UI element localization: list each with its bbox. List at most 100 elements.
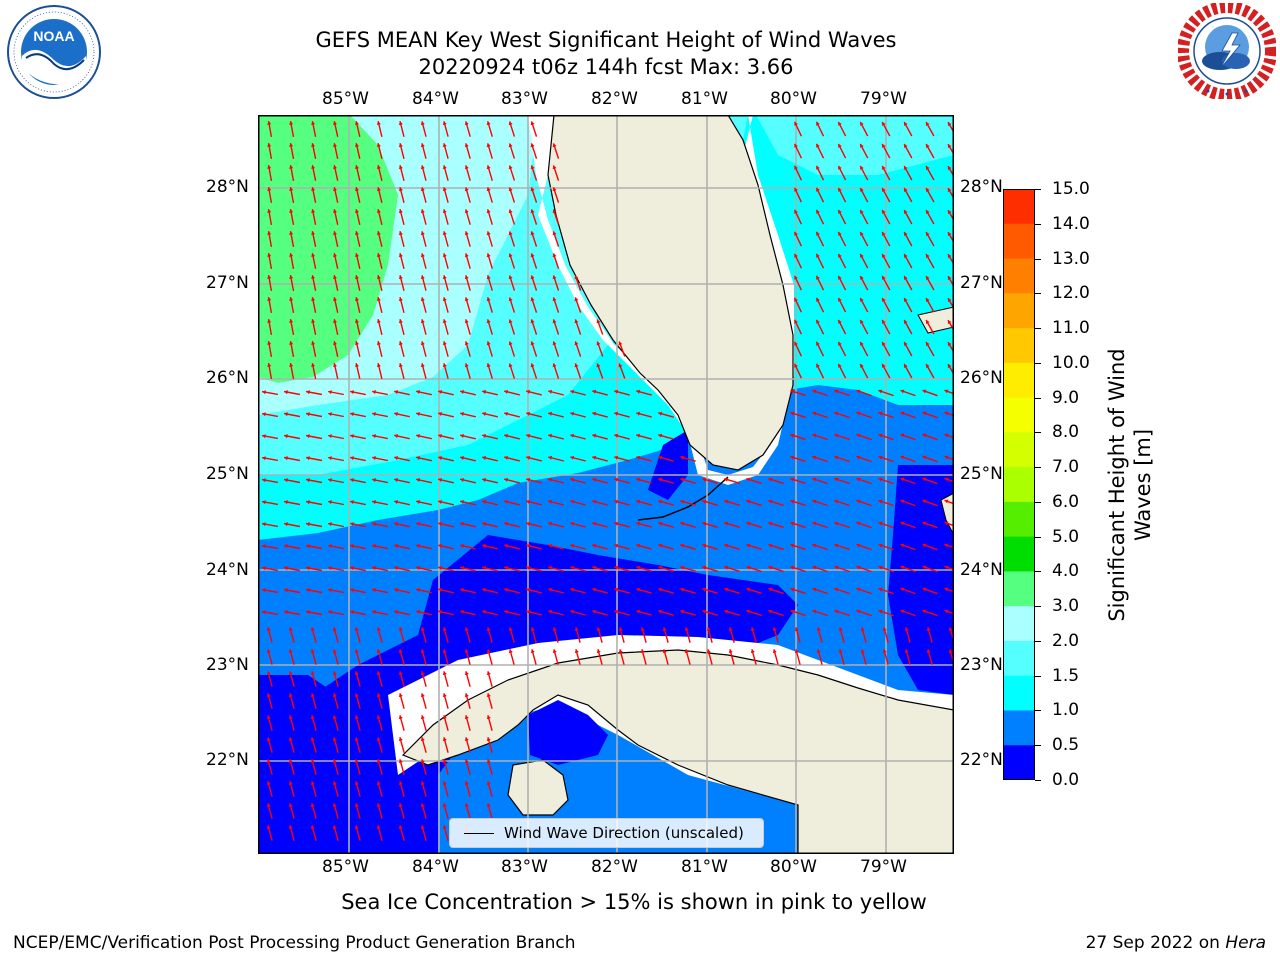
wind-wave-arrowhead	[658, 609, 663, 614]
wind-wave-arrowhead	[662, 649, 667, 654]
wind-wave-arrowhead	[311, 319, 316, 323]
wind-wave-arrowhead	[834, 565, 839, 570]
wind-wave-arrowhead	[398, 781, 403, 786]
wind-wave-arrowhead	[464, 143, 469, 148]
wind-wave-arrowhead	[376, 759, 381, 764]
wind-wave-arrowhead	[504, 609, 508, 614]
wind-wave-arrowhead	[332, 759, 337, 764]
wind-wave-arrowhead	[442, 231, 447, 236]
wind-wave-arrowhead	[526, 477, 531, 482]
wind-wave-arrowhead	[882, 627, 887, 632]
wind-wave-arrowhead	[904, 298, 908, 302]
wind-wave-arrowhead	[530, 209, 535, 214]
wind-wave-arrowhead	[794, 231, 798, 236]
wind-wave-arrowhead	[442, 319, 447, 324]
wind-wave-arrowhead	[640, 649, 645, 654]
wind-wave-arrowhead	[398, 627, 403, 632]
wind-wave-arrowhead	[508, 319, 513, 324]
wind-wave-arrowhead	[438, 544, 442, 548]
wind-wave-arrowhead	[530, 649, 535, 654]
colorbar-tick-label: 0.5	[1052, 735, 1080, 756]
wind-wave-arrowhead	[504, 543, 508, 548]
wind-wave-arrowhead	[306, 434, 310, 439]
wind-wave-arrowhead	[289, 319, 294, 323]
wind-wave-arrowhead	[636, 521, 641, 526]
wind-wave-arrowhead	[947, 122, 952, 127]
wind-wave-arrowhead	[768, 477, 773, 482]
wind-wave-arrowhead	[570, 609, 575, 614]
wind-wave-arrowhead	[658, 565, 663, 570]
wind-wave-arrowhead	[530, 143, 535, 148]
wind-wave-arrowhead	[398, 165, 403, 170]
wind-wave-arrowhead	[900, 543, 905, 548]
wind-wave-arrowhead	[464, 715, 469, 720]
wind-wave-arrowhead	[636, 433, 641, 438]
wind-wave-arrowhead	[464, 121, 469, 126]
wind-wave-arrowhead	[794, 143, 798, 148]
map-legend: Wind Wave Direction (unscaled)	[449, 818, 764, 848]
lon-label-top: 79°W	[860, 89, 907, 109]
wind-wave-arrowhead	[944, 609, 949, 614]
wind-wave-arrowhead	[592, 499, 597, 504]
colorbar-tick-label: 7.0	[1052, 457, 1080, 478]
wind-wave-arrowhead	[376, 671, 381, 676]
wind-wave-arrowhead	[812, 477, 817, 482]
wind-wave-arrowhead	[618, 341, 623, 346]
colorbar-tick-mark	[1035, 606, 1041, 608]
wind-wave-arrowhead	[574, 319, 579, 324]
wind-wave-arrowhead	[530, 363, 535, 368]
wind-wave-arrowhead	[574, 297, 579, 302]
colorbar-tick-label: 1.0	[1052, 700, 1080, 721]
colorbar-tick-label: 14.0	[1052, 213, 1090, 234]
wind-wave-arrowhead	[860, 319, 864, 324]
wind-wave-arrowhead	[310, 627, 315, 632]
wind-wave-arrowhead	[333, 253, 337, 257]
wind-wave-arrowhead	[486, 143, 491, 148]
wind-wave-arrowhead	[614, 543, 619, 548]
colorbar-tick-mark	[1035, 571, 1041, 573]
wind-wave-arrowhead	[926, 188, 930, 192]
wind-wave-arrowhead	[790, 565, 795, 570]
wind-wave-arrowhead	[350, 500, 354, 505]
wind-wave-arrowhead	[552, 341, 557, 346]
wind-wave-arrowhead	[288, 781, 293, 786]
wind-wave-arrowhead	[596, 319, 601, 324]
wind-wave-arrowhead	[636, 587, 641, 592]
wind-wave-arrowhead	[420, 627, 425, 632]
wind-wave-arrowhead	[794, 363, 798, 368]
footer-date-text: 27 Sep 2022 on	[1085, 933, 1226, 953]
wind-wave-arrowhead	[442, 121, 447, 126]
wind-wave-arrowhead	[724, 521, 729, 526]
wind-wave-arrowhead	[460, 390, 464, 394]
wind-wave-arrowhead	[724, 543, 729, 548]
wind-wave-arrowhead	[947, 364, 952, 369]
wind-wave-arrowhead	[548, 565, 553, 570]
wind-wave-arrowhead	[438, 456, 442, 460]
wind-wave-arrowhead	[947, 210, 952, 215]
wind-wave-arrowhead	[376, 209, 381, 213]
wind-wave-arrowhead	[289, 297, 294, 301]
wind-wave-arrowhead	[614, 565, 619, 570]
wind-wave-arrowhead	[596, 341, 601, 346]
wind-wave-arrowhead	[926, 364, 930, 368]
wind-wave-arrowhead	[816, 275, 820, 280]
wind-wave-arrowhead	[420, 825, 425, 830]
lat-label-left: 27°N	[206, 273, 249, 293]
wind-wave-arrowhead	[882, 363, 886, 368]
wind-wave-arrowhead	[878, 477, 883, 482]
wind-wave-arrowhead	[816, 363, 820, 368]
wind-wave-arrowhead	[504, 411, 508, 416]
wind-wave-arrowhead	[948, 649, 953, 654]
wind-wave-arrowhead	[284, 434, 288, 439]
lat-label-right: 23°N	[960, 655, 1003, 675]
wind-wave-arrowhead	[618, 363, 623, 368]
lat-label-left: 25°N	[206, 464, 249, 484]
wind-wave-arrowhead	[354, 715, 359, 720]
wind-wave-arrowhead	[860, 627, 865, 632]
wind-wave-arrowhead	[904, 122, 908, 126]
wind-wave-arrowhead	[947, 144, 952, 149]
colorbar-tick-mark	[1035, 745, 1041, 747]
wind-wave-arrowhead	[592, 411, 597, 416]
wind-wave-arrowhead	[834, 587, 839, 592]
wind-wave-arrowhead	[266, 737, 271, 742]
